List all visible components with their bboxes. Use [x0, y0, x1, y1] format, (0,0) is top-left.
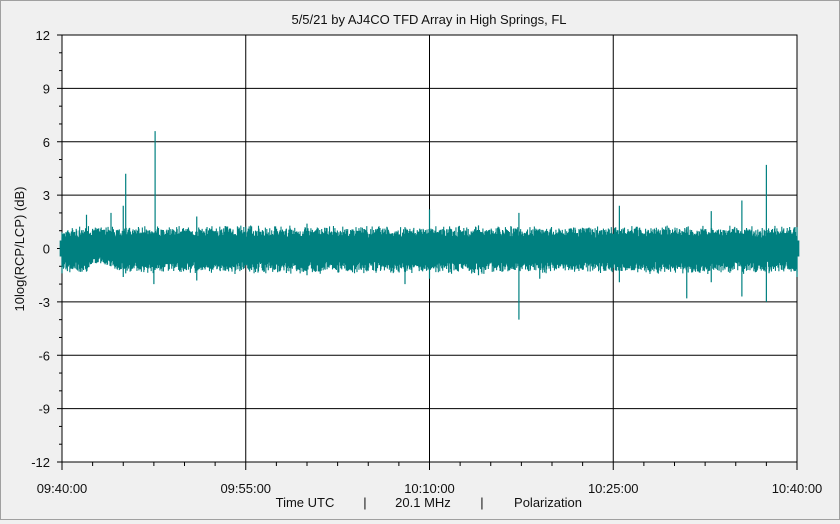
y-tick-label: 12 [36, 28, 50, 43]
y-tick-label: -9 [38, 402, 50, 417]
y-tick-label: 6 [43, 135, 50, 150]
footer-time-label: Time UTC [276, 495, 335, 510]
y-tick-label: -12 [31, 455, 50, 470]
series-line [59, 131, 800, 320]
y-tick-label: -6 [38, 348, 50, 363]
x-tick-label: 10:40:00 [772, 481, 823, 496]
x-tick-label: 10:10:00 [404, 481, 455, 496]
y-tick-labels: 12 9 6 3 0 -3 -6 -9 -12 [31, 28, 50, 470]
y-tick-label: 9 [43, 81, 50, 96]
x-tick-label: 09:55:00 [220, 481, 271, 496]
series-core-band [59, 240, 800, 257]
y-tick-label: 0 [43, 242, 50, 257]
x-tick-labels: 09:40:00 09:55:00 10:10:00 10:25:00 10:40:00 [37, 481, 823, 496]
chart-title: 5/5/21 by AJ4CO TFD Array in High Spring… [291, 12, 566, 27]
y-tick-label: 3 [43, 188, 50, 203]
footer-frequency-label: 20.1 MHz [395, 495, 451, 510]
x-tick-label: 09:40:00 [37, 481, 88, 496]
footer-separator: | [480, 495, 483, 510]
footer-separator: | [363, 495, 366, 510]
footer: Time UTC | 20.1 MHz | Polarization [276, 495, 582, 510]
y-axis-label: 10log(RCP/LCP) (dB) [12, 187, 27, 312]
footer-mode-label: Polarization [514, 495, 582, 510]
x-tick-label: 10:25:00 [588, 481, 639, 496]
y-tick-label: -3 [38, 295, 50, 310]
